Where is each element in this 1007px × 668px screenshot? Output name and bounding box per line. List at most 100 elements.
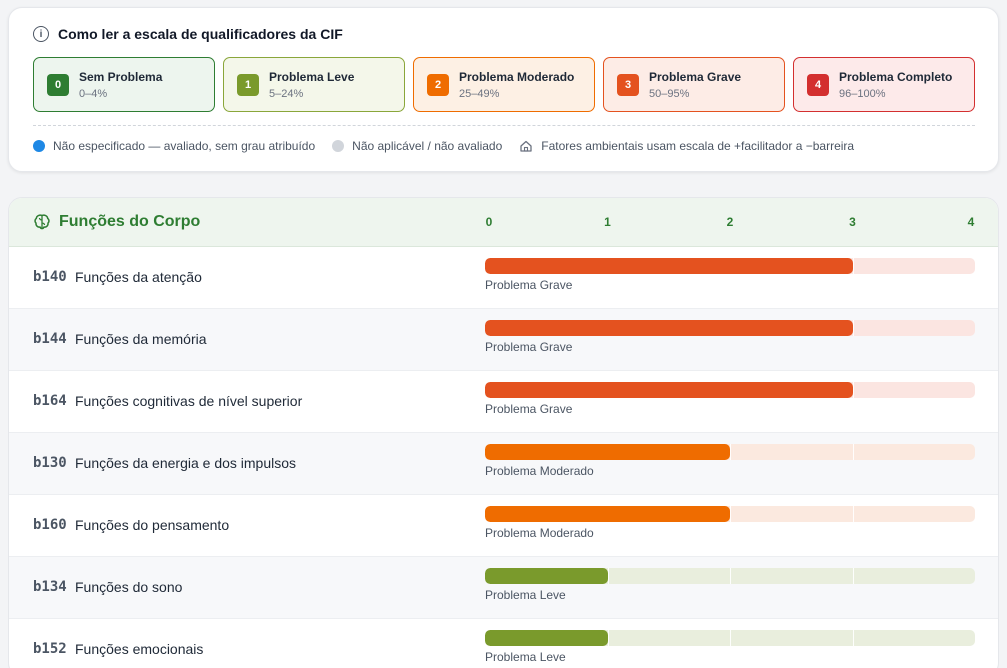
track-divider (730, 568, 731, 584)
axis-tick-2: 2 (726, 215, 734, 229)
function-code: b130 (33, 455, 67, 471)
scale-label: Problema Grave (649, 69, 742, 84)
qualifier-track (485, 630, 975, 646)
scale-range: 0–4% (79, 87, 108, 100)
legend-title: Como ler a escala de qualificadores da C… (58, 26, 343, 42)
gray-dot-icon (332, 140, 345, 152)
qualifier-bar (485, 258, 853, 274)
legend-card: i Como ler a escala de qualificadores da… (8, 7, 999, 172)
track-divider (607, 568, 609, 584)
qualifier-track (485, 382, 975, 398)
function-name: Funções da memória (75, 331, 207, 347)
brain-icon (34, 214, 50, 230)
axis-tick-1: 1 (604, 215, 611, 229)
qualifier-badge: 3 (617, 73, 639, 96)
qualifier-badge: 0 (47, 73, 69, 96)
qualifier-status: Problema Leve (485, 650, 566, 664)
note-text: Fatores ambientais usam escala de +facil… (541, 139, 855, 153)
function-code: b134 (33, 579, 67, 595)
qualifier-badge: 1 (237, 73, 259, 96)
function-name: Funções cognitivas de nível superior (75, 393, 303, 409)
track-divider (730, 506, 731, 522)
track-divider (852, 320, 854, 336)
function-name: Funções emocionais (75, 641, 204, 657)
function-row-b144[interactable]: b144 Funções da memória Problema Grave (9, 309, 998, 371)
qualifier-status: Problema Moderado (485, 526, 594, 540)
track-divider (852, 506, 854, 522)
qualifier-status: Problema Grave (485, 340, 573, 354)
function-name: Funções do pensamento (75, 517, 230, 533)
qualifier-bar (485, 630, 608, 646)
qualifier-badge: 2 (427, 73, 449, 96)
qualifier-status: Problema Grave (485, 402, 573, 416)
scale-text: Problema Moderado 25–49% (459, 70, 574, 100)
home-icon (520, 140, 532, 152)
axis-tick-4: 4 (967, 215, 975, 229)
qualifier-status: Problema Leve (485, 588, 566, 602)
qualifier-status: Problema Grave (485, 278, 573, 292)
note-not-specified: Não especificado — avaliado, sem grau at… (33, 139, 315, 153)
scale-range: 5–24% (269, 87, 304, 100)
scale-text: Problema Grave 50–95% (649, 70, 741, 100)
scale-label: Problema Completo (839, 69, 953, 84)
qualifier-bar (485, 320, 853, 336)
body-functions-section: Funções do Corpo 0 1 2 3 4 b140 Funções da at… (8, 197, 999, 668)
qualifier-track (485, 320, 975, 336)
scale-label: Problema Moderado (459, 69, 575, 84)
axis-tick-3: 3 (849, 215, 856, 229)
scale-item-4: 4 Problema Completo 96–100% (793, 57, 975, 112)
qualifier-bar (485, 444, 730, 460)
qualifier-track (485, 258, 975, 274)
function-row-b160[interactable]: b160 Funções do pensamento Problema Modera… (9, 495, 998, 557)
note-not-applicable: Não aplicável / não avaliado (332, 139, 502, 153)
scale-item-2: 2 Problema Moderado 25–49% (413, 57, 595, 112)
function-code: b160 (33, 517, 67, 533)
qualifier-track (485, 506, 975, 522)
function-row-b164[interactable]: b164 Funções cognitivas de nível superior… (9, 371, 998, 433)
qualifier-badge: 4 (807, 73, 829, 96)
scale-label: Sem Problema (79, 69, 163, 84)
track-divider (852, 444, 854, 460)
function-code: b144 (33, 331, 67, 347)
function-name: Funções do sono (75, 579, 183, 595)
qualifier-bar (485, 382, 853, 398)
legend-divider (33, 125, 975, 126)
function-row-b134[interactable]: b134 Funções do sono Problema Leve (9, 557, 998, 619)
scale-range: 50–95% (649, 87, 690, 100)
qualifier-status: Problema Moderado (485, 464, 594, 478)
function-row-b140[interactable]: b140 Funções da atenção Problema Grave (9, 247, 998, 309)
function-code: b164 (33, 393, 67, 409)
note-text: Não especificado — avaliado, sem grau at… (53, 139, 316, 153)
scale-range: 25–49% (459, 87, 500, 100)
track-divider (852, 630, 854, 646)
axis-tick-0: 0 (485, 215, 493, 229)
function-code: b140 (33, 269, 67, 285)
function-rows: b140 Funções da atenção Problema Grave b144… (9, 247, 998, 668)
scale-item-3: 3 Problema Grave 50–95% (603, 57, 785, 112)
section-header[interactable]: Funções do Corpo 0 1 2 3 4 (9, 198, 998, 247)
qualifier-track (485, 568, 975, 584)
qualifier-track (485, 444, 975, 460)
scale-item-1: 1 Problema Leve 5–24% (223, 57, 405, 112)
track-divider (852, 382, 854, 398)
function-name: Funções da atenção (75, 269, 202, 285)
note-text: Não aplicável / não avaliado (352, 139, 503, 153)
scale-text: Problema Leve 5–24% (269, 70, 354, 100)
track-divider (852, 568, 854, 584)
track-divider (607, 630, 609, 646)
function-row-b152[interactable]: b152 Funções emocionais Problema Leve (9, 619, 998, 668)
info-icon: i (33, 26, 49, 42)
function-row-b130[interactable]: b130 Funções da energia e dos impulsos Pro… (9, 433, 998, 495)
track-divider (730, 630, 731, 646)
scale-label: Problema Leve (269, 69, 355, 84)
qualifier-bar (485, 506, 730, 522)
legend-header: i Como ler a escala de qualificadores da… (33, 26, 343, 42)
function-name: Funções da energia e dos impulsos (75, 455, 297, 471)
track-divider (852, 258, 854, 274)
legend-notes: Não especificado — avaliado, sem grau at… (33, 139, 871, 153)
track-divider (730, 444, 731, 460)
note-environmental: Fatores ambientais usam escala de +facil… (519, 139, 854, 153)
scale-item-0: 0 Sem Problema 0–4% (33, 57, 215, 112)
section-title: Funções do Corpo (59, 213, 201, 230)
blue-dot-icon (33, 140, 45, 152)
